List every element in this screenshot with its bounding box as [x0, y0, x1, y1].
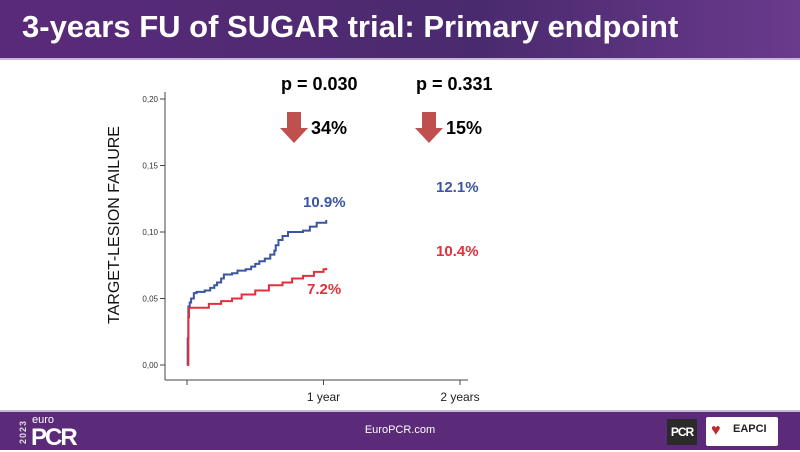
km-curve-blue [186, 220, 328, 366]
red-2y-label: 10.4% [436, 243, 479, 260]
down-arrow-icon [280, 112, 308, 143]
eapci-text: EAPCI [733, 423, 767, 435]
header-divider [0, 58, 800, 60]
footer-divider [0, 410, 800, 412]
eapci-logo: ♥ EAPCI [706, 417, 778, 446]
down-arrow-icon [415, 112, 443, 143]
y-tick-label: 0,15 [142, 162, 158, 171]
logo-pcr: PCR [31, 424, 78, 451]
y-tick-label: 0,05 [142, 295, 158, 304]
reduction-1y: 34% [311, 118, 348, 138]
x-tick-label: 1 year [307, 390, 340, 404]
x-tick-label: 2 years [440, 390, 479, 404]
p-value-2y: p = 0.331 [416, 74, 493, 94]
reduction-2y: 15% [446, 118, 483, 138]
title-bar: 3-years FU of SUGAR trial: Primary endpo… [0, 0, 800, 58]
website-link[interactable]: EuroPCR.com [364, 424, 436, 436]
y-tick-label: 0,00 [142, 361, 158, 370]
heart-icon: ♥ [711, 422, 721, 439]
footer: 2023 euro PCR EuroPCR.com PCR ♥ EAPCI [0, 412, 800, 451]
pcr-badge: PCR [667, 419, 697, 445]
p-value-1y: p = 0.030 [281, 74, 358, 94]
y-tick-label: 0,20 [142, 95, 158, 104]
km-chart: 0,00 0,05 0,10 0,15 0,20 1 year 2 years [142, 92, 480, 404]
logo-euro: euro [32, 414, 55, 426]
blue-2y-label: 12.1% [436, 179, 479, 196]
slide-title: 3-years FU of SUGAR trial: Primary endpo… [22, 9, 679, 44]
km-curve-red [187, 267, 328, 366]
blue-1y-label: 10.9% [303, 194, 346, 211]
red-1y-label: 7.2% [307, 281, 342, 298]
y-tick-label: 0,10 [142, 228, 158, 237]
